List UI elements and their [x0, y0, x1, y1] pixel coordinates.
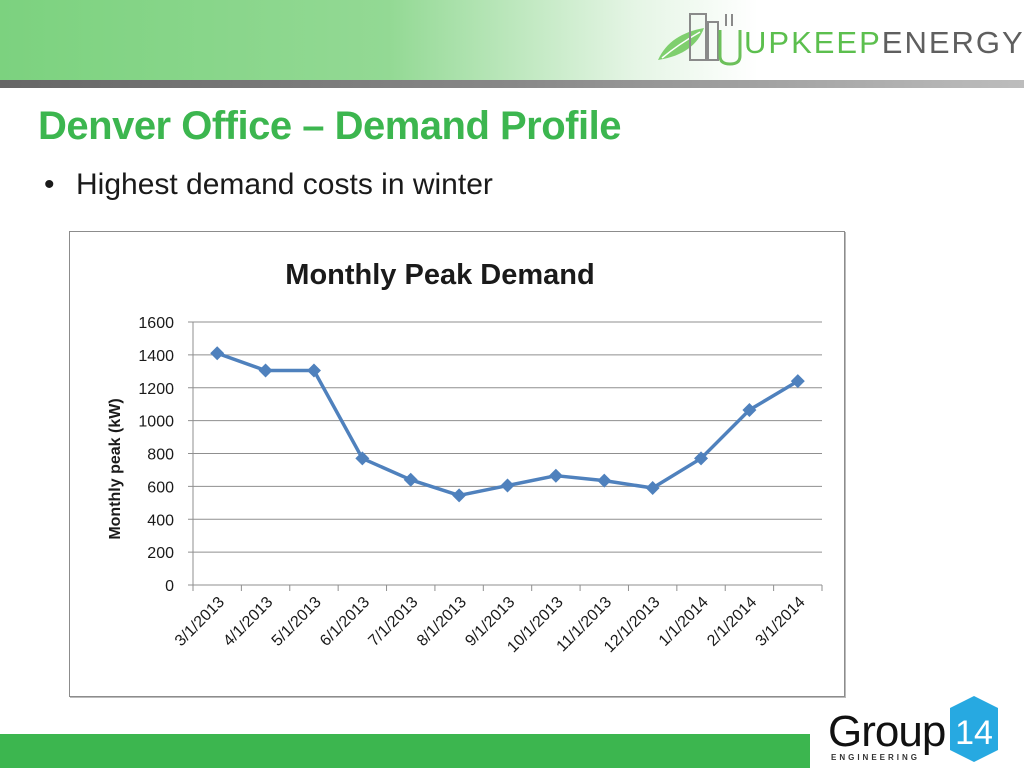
header-divider: [0, 80, 1024, 88]
data-point: [306, 363, 321, 378]
data-point: [597, 473, 612, 488]
y-tick-label: 1000: [138, 414, 174, 431]
bullet-text: Highest demand costs in winter: [76, 168, 493, 201]
y-tick-label: 200: [147, 545, 174, 562]
group14-logo: Group ENGINEERING 14: [828, 696, 998, 762]
brand-name-suffix: ENERGY: [882, 25, 1024, 60]
brand-name-prefix: UPKEEP: [744, 25, 882, 60]
header-band: [0, 0, 1024, 80]
chart-frame: Monthly Peak Demand Monthly peak (kW) 0 2…: [69, 231, 845, 697]
data-point: [500, 478, 515, 493]
upkeep-energy-logo: UPKEEPENERGY: [658, 13, 1024, 66]
bullet-item: • Highest demand costs in winter: [44, 168, 493, 202]
data-point: [790, 374, 805, 389]
group14-subtitle: ENGINEERING: [831, 753, 920, 762]
data-point: [210, 346, 225, 361]
line-chart: Monthly Peak Demand Monthly peak (kW) 0 2…: [107, 259, 823, 656]
y-tick-labels: 0 200 400 600 800 1000 1200 1400 1600: [138, 315, 174, 595]
x-tick-label: 8/1/2013: [414, 594, 470, 650]
leaf-icon: [658, 28, 704, 60]
bullet-icon: •: [44, 168, 55, 201]
y-tick-label: 400: [147, 512, 174, 529]
data-point: [645, 481, 660, 496]
x-tick-labels: 3/1/20134/1/20135/1/20136/1/20137/1/2013…: [172, 594, 809, 656]
y-tick-label: 1400: [138, 348, 174, 365]
x-tick-label: 2/1/2014: [704, 594, 760, 650]
slide-title: Denver Office – Demand Profile: [38, 104, 621, 148]
brand-name: UPKEEPENERGY: [744, 25, 1024, 60]
y-tick-label: 1600: [138, 315, 174, 332]
series-line: [216, 351, 799, 498]
y-tick-label: 600: [147, 479, 174, 496]
data-point: [258, 363, 273, 378]
chart-title: Monthly Peak Demand: [285, 259, 594, 291]
data-point: [548, 468, 563, 483]
chart-series: [210, 346, 805, 503]
y-tick-label: 1200: [138, 381, 174, 398]
group14-word: Group: [828, 707, 945, 756]
hexagon-badge-icon: [950, 696, 998, 762]
x-tick-label: 3/1/2014: [753, 594, 809, 650]
data-point: [403, 472, 418, 487]
footer-bar: [0, 734, 810, 768]
chart-axes: [188, 321, 823, 591]
chart-grid: [193, 321, 822, 553]
building-icon: [689, 13, 733, 61]
y-axis-title: Monthly peak (kW): [107, 398, 124, 539]
y-tick-label: 0: [165, 578, 174, 595]
y-tick-label: 800: [147, 447, 174, 464]
x-tick-label: 1/1/2014: [656, 594, 712, 650]
x-tick-label: 5/1/2013: [269, 594, 325, 650]
data-point: [355, 451, 370, 466]
data-point: [694, 451, 709, 466]
x-tick-label: 6/1/2013: [317, 594, 373, 650]
group14-number: 14: [955, 714, 993, 752]
data-point: [742, 402, 757, 417]
x-tick-label: 7/1/2013: [365, 594, 421, 650]
data-point: [452, 488, 467, 503]
x-tick-label: 3/1/2013: [172, 594, 228, 650]
x-tick-label: 4/1/2013: [220, 594, 276, 650]
